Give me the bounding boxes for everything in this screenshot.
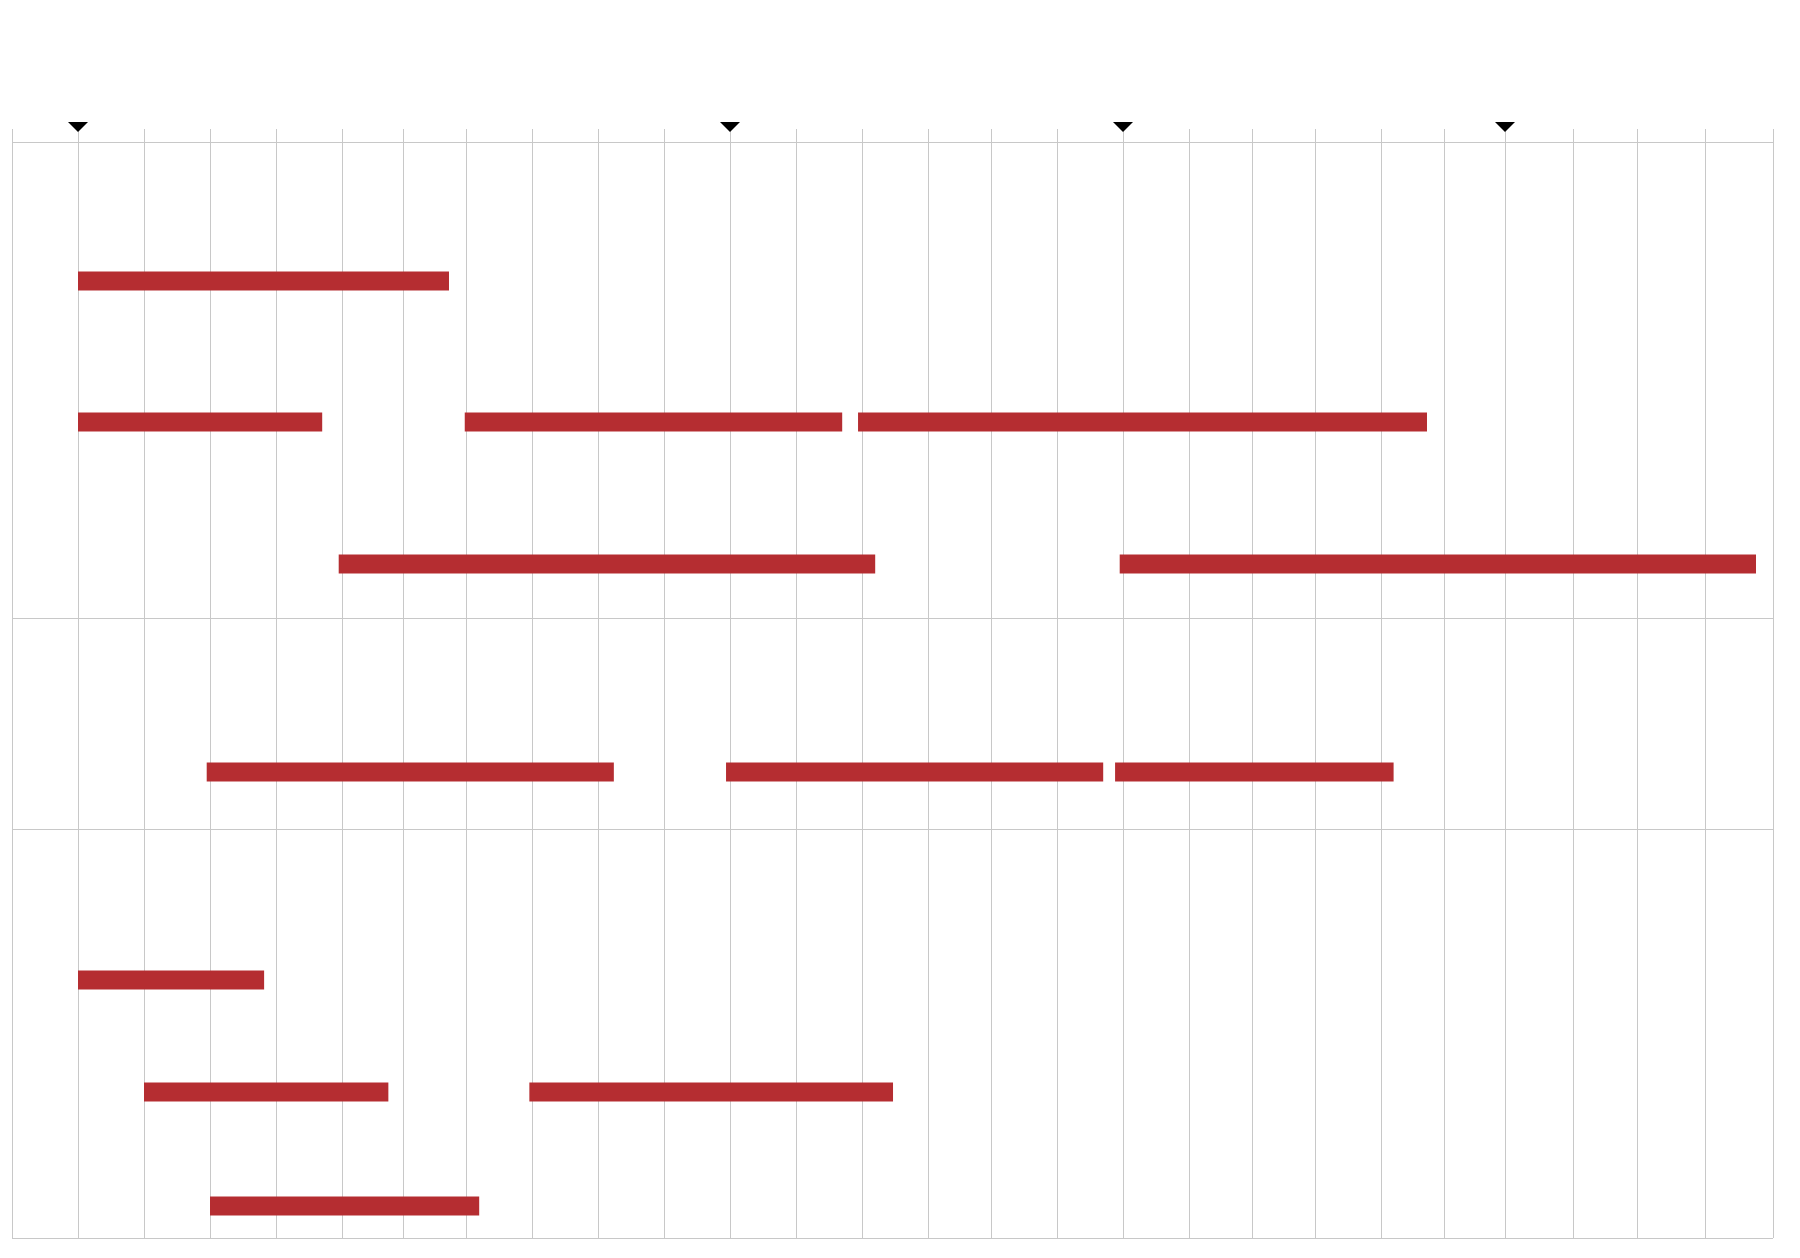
gantt-bar [1115, 762, 1394, 782]
milestone-marker-icon [720, 122, 740, 132]
milestone-marker-icon [68, 122, 88, 132]
gantt-bar [206, 762, 614, 782]
gantt-bar [144, 1082, 389, 1102]
grid-layer [12, 129, 1774, 1239]
gantt-bar [726, 762, 1104, 782]
milestone-layer [68, 122, 1515, 132]
gantt-bar [858, 412, 1427, 432]
gantt-bar [78, 412, 323, 432]
milestone-marker-icon [1495, 122, 1515, 132]
gantt-bar [529, 1082, 894, 1102]
gantt-bar [78, 970, 265, 990]
gantt-bar [210, 1196, 480, 1216]
bar-layer [78, 271, 1756, 1216]
gantt-bar [78, 271, 449, 291]
gantt-bar [1119, 554, 1756, 574]
milestone-marker-icon [1113, 122, 1133, 132]
gantt-bar [338, 554, 876, 574]
gantt-bar [464, 412, 843, 432]
